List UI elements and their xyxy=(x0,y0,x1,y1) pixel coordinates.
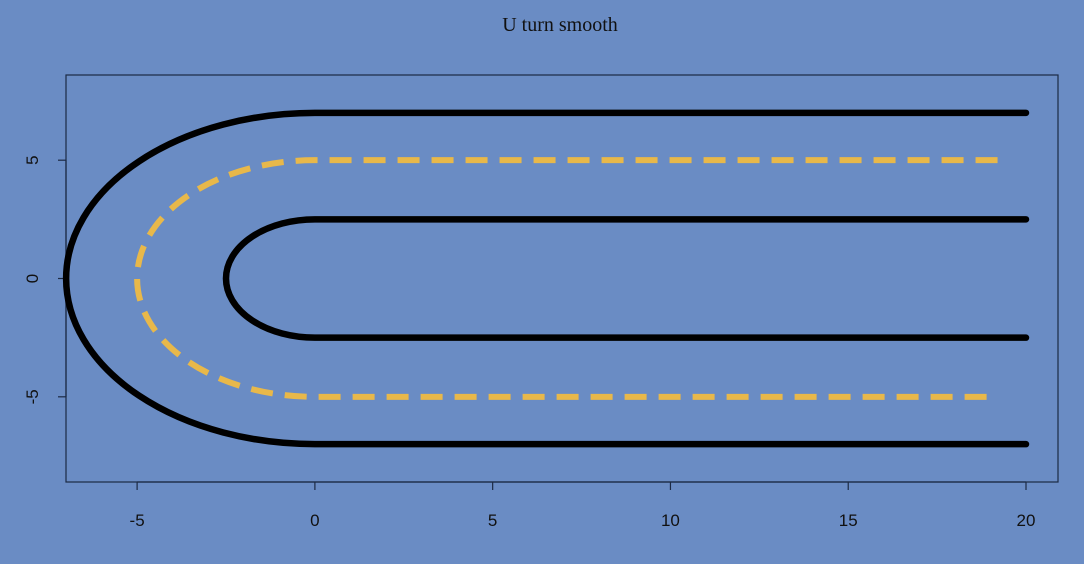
y-tick-label: 5 xyxy=(23,155,42,164)
series-layer xyxy=(62,109,1030,448)
series-center-line xyxy=(134,157,998,400)
series-outer-edge xyxy=(62,109,1030,448)
series-inner-edge xyxy=(222,216,1030,341)
x-tick-label: -5 xyxy=(130,511,145,530)
axes: -5 0 5 10 15 20 -5 0 5 xyxy=(23,155,1035,530)
x-tick-label: 0 xyxy=(310,511,319,530)
y-tick-label: 0 xyxy=(23,274,42,283)
x-tick-label: 20 xyxy=(1017,511,1036,530)
x-tick-label: 15 xyxy=(839,511,858,530)
x-tick-label: 5 xyxy=(488,511,497,530)
chart-title: U turn smooth xyxy=(502,14,618,36)
x-tick-label: 10 xyxy=(661,511,680,530)
plot-area xyxy=(65,74,1059,483)
y-tick-label: -5 xyxy=(23,389,42,404)
